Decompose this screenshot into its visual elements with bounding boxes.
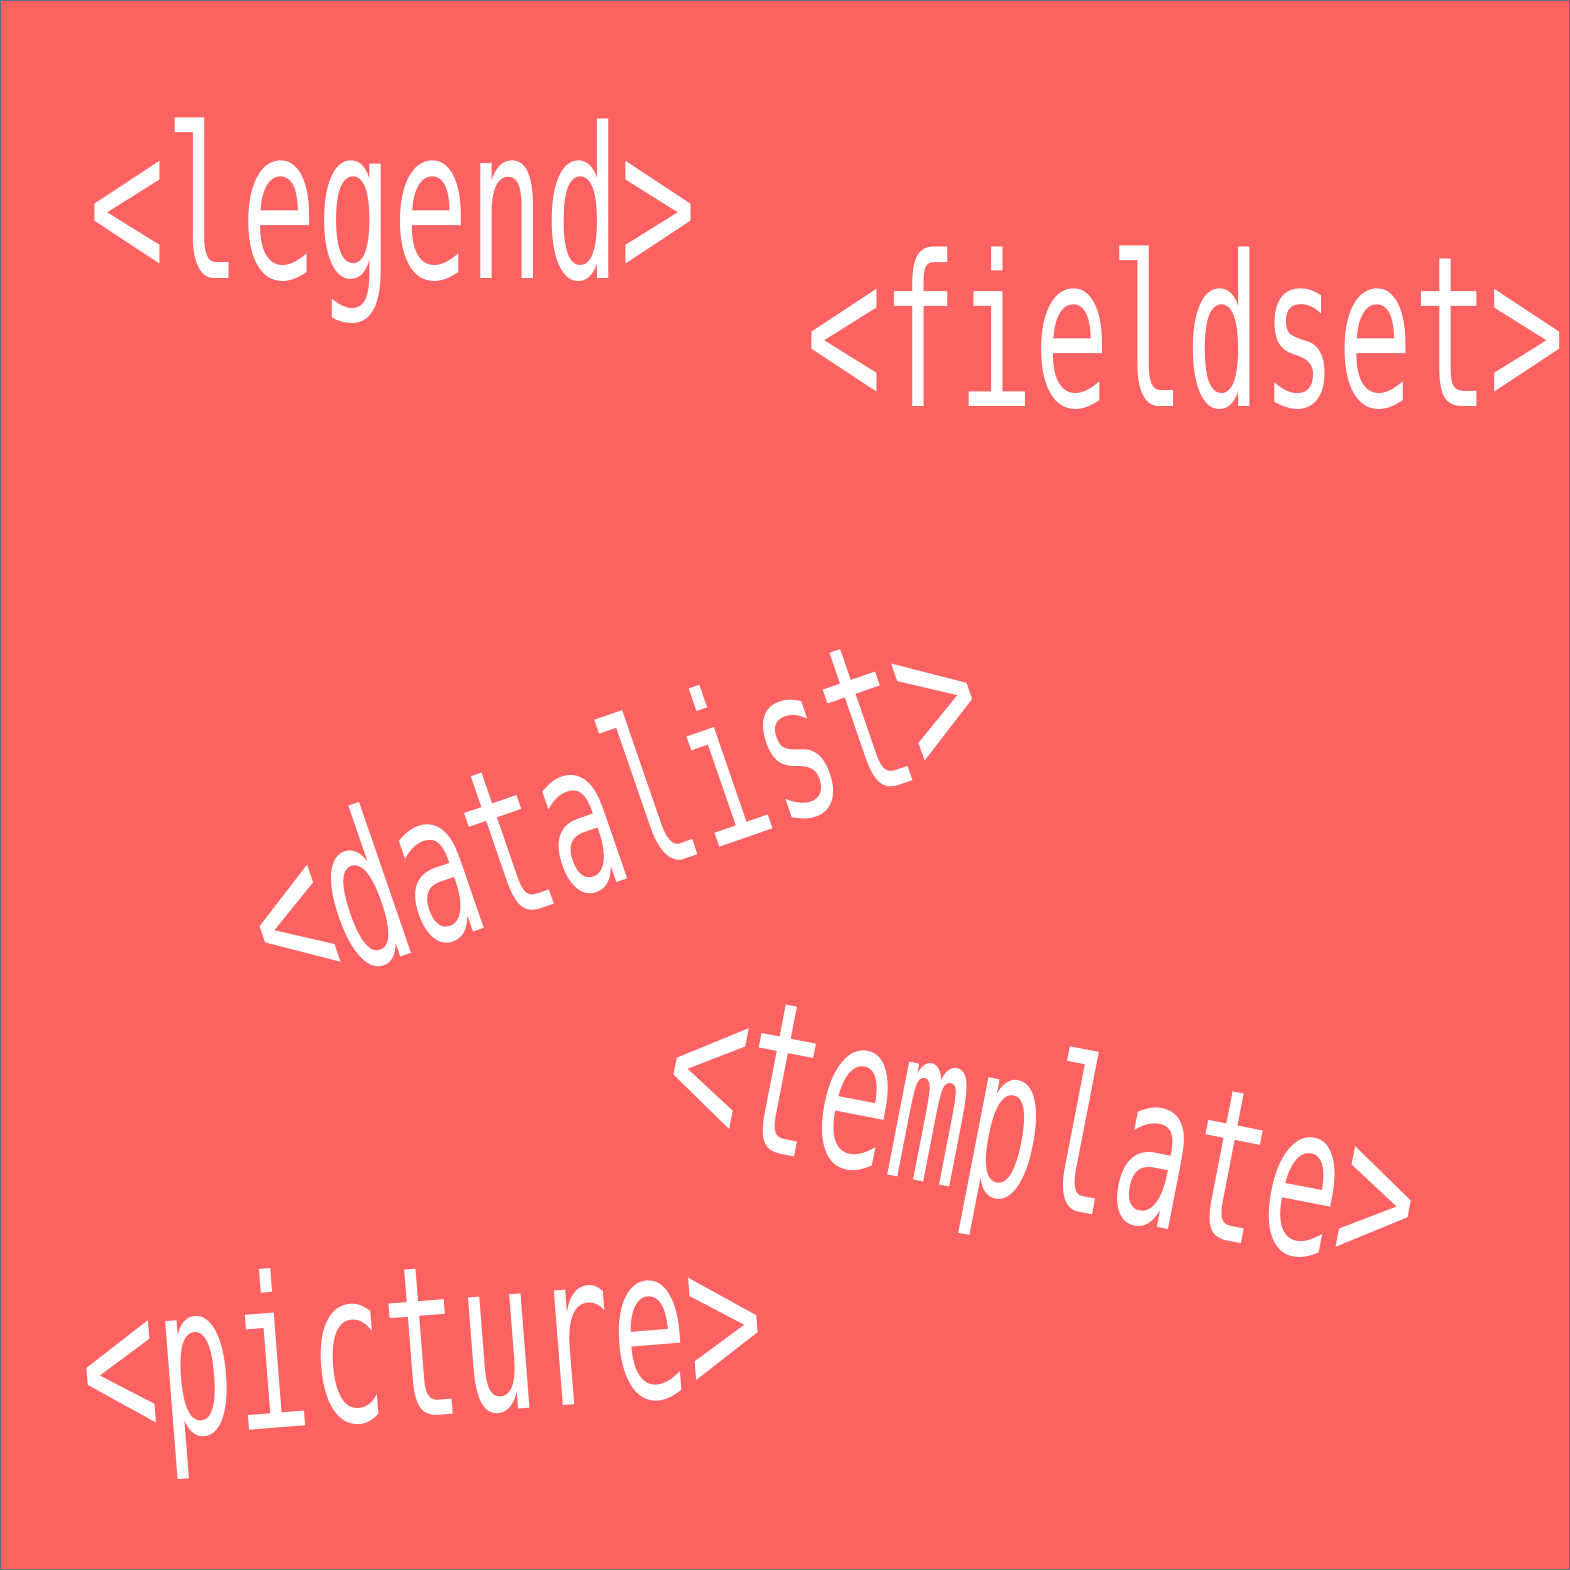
tag-legend: <legend> [89, 83, 696, 328]
tag-picture: <picture> [71, 1194, 772, 1493]
tag-template: <template> [647, 938, 1440, 1324]
tag-fieldset: <fieldset> [806, 211, 1565, 456]
tag-datalist: <datalist> [215, 567, 1013, 1046]
